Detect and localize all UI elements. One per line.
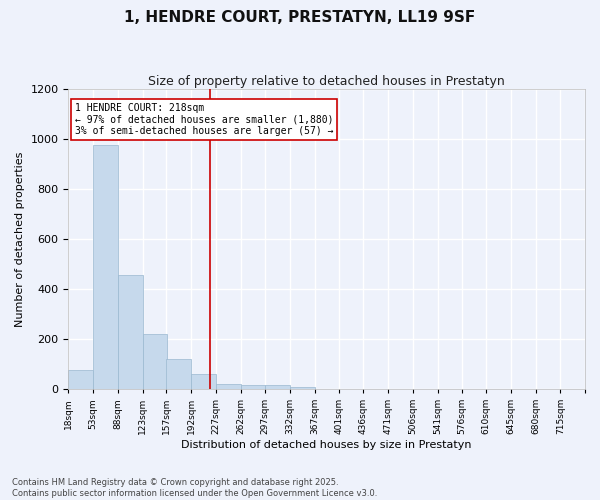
- Bar: [118, 276, 143, 389]
- Bar: [143, 334, 167, 389]
- Bar: [68, 370, 93, 389]
- Bar: [216, 384, 241, 389]
- Bar: [166, 359, 191, 389]
- X-axis label: Distribution of detached houses by size in Prestatyn: Distribution of detached houses by size …: [181, 440, 472, 450]
- Bar: [265, 386, 290, 389]
- Bar: [191, 374, 216, 389]
- Text: Contains HM Land Registry data © Crown copyright and database right 2025.
Contai: Contains HM Land Registry data © Crown c…: [12, 478, 377, 498]
- Bar: [241, 386, 265, 389]
- Text: 1, HENDRE COURT, PRESTATYN, LL19 9SF: 1, HENDRE COURT, PRESTATYN, LL19 9SF: [124, 10, 476, 25]
- Y-axis label: Number of detached properties: Number of detached properties: [15, 152, 25, 327]
- Bar: [290, 387, 315, 389]
- Title: Size of property relative to detached houses in Prestatyn: Size of property relative to detached ho…: [148, 75, 505, 88]
- Bar: [93, 146, 118, 389]
- Text: 1 HENDRE COURT: 218sqm
← 97% of detached houses are smaller (1,880)
3% of semi-d: 1 HENDRE COURT: 218sqm ← 97% of detached…: [75, 103, 333, 136]
